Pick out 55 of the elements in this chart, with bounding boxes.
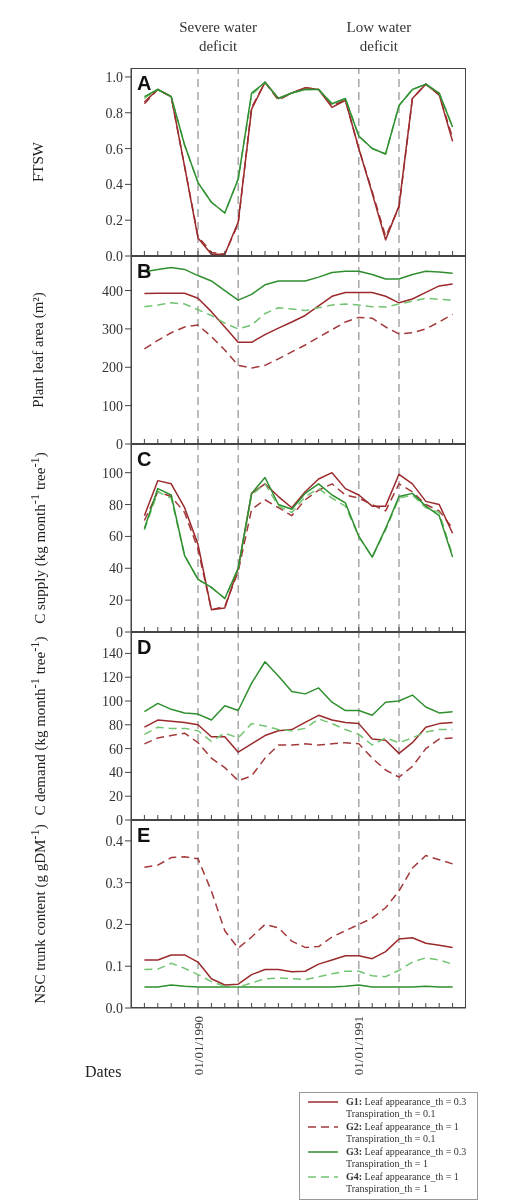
y-tick-label: 0	[116, 624, 123, 640]
y-tick-label: 400	[102, 283, 123, 299]
y-tick-label: 300	[102, 321, 123, 337]
y-tick-label: 20	[109, 593, 123, 609]
y-tick-label: 1.0	[105, 69, 123, 85]
annotation: B	[137, 260, 152, 283]
annotation: C	[137, 448, 152, 471]
y-tick-label: 120	[102, 670, 123, 686]
y-tick-label: 40	[109, 765, 123, 781]
y-tick-label: 20	[109, 789, 123, 805]
y-tick-label: 60	[109, 529, 123, 545]
y-tick-label: 0.3	[105, 875, 123, 891]
annotation: D	[137, 636, 152, 659]
y-tick-label: 40	[109, 561, 123, 577]
legend-label: G3: Leaf appearance_th = 0.3 Transpiration_th = 1	[346, 1146, 468, 1170]
y-tick-label: 0.0	[105, 248, 123, 264]
text: Severe water deficit	[178, 18, 259, 56]
y-tick-label: 100	[102, 465, 123, 481]
y-tick-label: 0.1	[105, 959, 123, 975]
legend-label: G2: Leaf appearance_th = 1 Transpiration_th = 0.1	[346, 1121, 460, 1145]
line-series	[143, 283, 454, 344]
text: Low water deficit	[345, 18, 413, 56]
y-tick-label: 0.6	[105, 141, 123, 157]
y-tick-label: 0.2	[105, 917, 123, 933]
y-tick-label: 0.2	[105, 213, 123, 229]
y-tick-label: 140	[102, 646, 123, 662]
line-series	[143, 937, 454, 986]
y-tick-label: 60	[109, 741, 123, 757]
y-tick-label: 0.0	[105, 1000, 123, 1016]
y-tick-label: 0	[116, 436, 123, 452]
y-tick-label: 0	[116, 812, 123, 828]
y-tick-label: 0.4	[105, 833, 123, 849]
line-series	[143, 718, 454, 746]
y-tick-label: 80	[109, 497, 123, 513]
line-series	[143, 854, 454, 950]
legend-label: G1: Leaf appearance_th = 0.3 Transpiration_th = 0.1	[346, 1096, 468, 1120]
y-tick-label: 80	[109, 717, 123, 733]
y-tick-label: 0.8	[105, 105, 123, 121]
annotation: A	[137, 72, 152, 95]
y-tick-label: 100	[102, 398, 123, 414]
annotation: E	[137, 824, 151, 847]
line-series	[143, 661, 454, 721]
y-tick-label: 200	[102, 360, 123, 376]
x-tick-label: 01/01/1990	[190, 1016, 206, 1076]
line-series	[143, 732, 454, 782]
legend-label: G4: Leaf appearance_th = 1 Transpiration_th = 1	[346, 1171, 460, 1195]
y-axis-title: FTSW	[28, 142, 47, 183]
line-series	[143, 297, 454, 330]
y-axis-title: Plant leaf area (m²)	[28, 292, 47, 408]
y-tick-label: 100	[102, 693, 123, 709]
x-axis-title: Dates	[85, 1063, 122, 1081]
line-series	[143, 313, 454, 369]
line-series	[143, 714, 454, 755]
y-tick-label: 0.4	[105, 177, 123, 193]
x-tick-label: 01/01/1991	[351, 1016, 367, 1076]
